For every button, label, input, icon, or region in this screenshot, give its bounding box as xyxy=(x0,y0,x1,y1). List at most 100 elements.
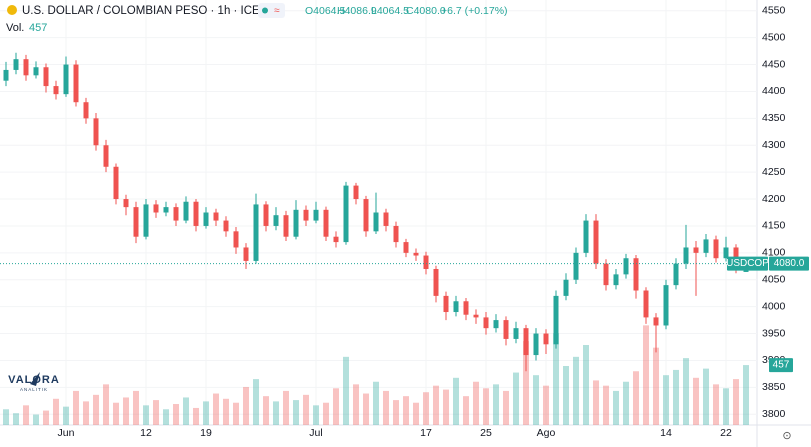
candle-body xyxy=(253,204,259,261)
candle-body xyxy=(153,204,159,213)
volume-bar xyxy=(223,398,229,425)
volume-bar xyxy=(303,394,309,425)
logo-text: VALORA xyxy=(8,374,60,386)
volume-value: 457 xyxy=(29,22,47,34)
volume-bar xyxy=(483,388,489,425)
ohlc-value: O4064.5 xyxy=(305,5,345,17)
volume-bar xyxy=(473,381,479,425)
candle-body xyxy=(273,215,279,226)
y-tick-label: 3950 xyxy=(762,327,786,339)
x-tick-label: 17 xyxy=(420,427,432,439)
volume-bar xyxy=(143,405,149,425)
candle-body xyxy=(293,209,299,237)
volume-bar xyxy=(63,406,69,425)
candle-body xyxy=(113,166,119,200)
volume-bar xyxy=(513,372,519,425)
x-tick-label: 19 xyxy=(200,427,212,439)
x-tick-label: 25 xyxy=(480,427,492,439)
volume-bar xyxy=(393,400,399,425)
candle-body xyxy=(573,252,579,280)
candle-body xyxy=(523,328,529,356)
candle-body xyxy=(383,212,389,226)
logo: VALORA ANALITIK xyxy=(8,372,60,392)
symbol-icon xyxy=(7,5,17,15)
plot-area xyxy=(0,0,757,425)
ohlc-value: +6.7 (+0.17%) xyxy=(441,5,508,17)
candle-body xyxy=(23,59,29,76)
volume-bar xyxy=(413,402,419,425)
volume-bar xyxy=(673,369,679,425)
candle-body xyxy=(173,207,179,221)
volume-bar xyxy=(43,410,49,425)
volume-bar xyxy=(203,401,209,425)
last-price-label: 4080.0 xyxy=(774,258,805,269)
ohlc-value: L4064.5 xyxy=(371,5,409,17)
candle-body xyxy=(143,204,149,237)
settings-icon[interactable]: ⊙ xyxy=(782,430,791,442)
y-tick-label: 3850 xyxy=(762,381,786,393)
volume-bar xyxy=(563,366,569,425)
volume-bar xyxy=(353,384,359,425)
candle-body xyxy=(363,199,369,232)
volume-bar xyxy=(433,385,439,425)
candle-body xyxy=(103,145,109,167)
candle-body xyxy=(343,185,349,243)
candle-body xyxy=(303,209,309,221)
candle-body xyxy=(413,252,419,256)
volume-bar xyxy=(693,377,699,425)
candle-body xyxy=(433,268,439,296)
candle-body xyxy=(473,314,479,318)
candle-body xyxy=(463,301,469,315)
volume-bar xyxy=(83,401,89,425)
candle-body xyxy=(223,220,229,232)
x-tick-label: Jun xyxy=(58,427,75,439)
x-tick-label: 12 xyxy=(140,427,152,439)
volume-bar xyxy=(243,386,249,425)
candle-body xyxy=(333,236,339,243)
candle-body xyxy=(673,263,679,286)
status-badge[interactable] xyxy=(258,3,285,18)
volume-bar xyxy=(313,405,319,425)
candle-body xyxy=(423,255,429,269)
volume-bar xyxy=(583,345,589,425)
candle-body xyxy=(233,231,239,248)
candle-body xyxy=(593,220,599,264)
x-tick-label: Jul xyxy=(309,427,322,439)
price-tag xyxy=(769,256,809,271)
y-tick-label: 4500 xyxy=(762,31,786,43)
volume-bar xyxy=(323,402,329,425)
volume-bar xyxy=(163,409,169,425)
candle-body xyxy=(213,212,219,221)
volume-bar xyxy=(553,333,559,425)
candle-body xyxy=(453,301,459,313)
volume-bar xyxy=(593,380,599,425)
candle-body xyxy=(583,220,589,253)
candle-body xyxy=(533,333,539,356)
volume-bar xyxy=(703,368,709,425)
volume-bar xyxy=(713,384,719,425)
candle-body xyxy=(203,212,209,226)
volume-bar xyxy=(653,347,659,425)
candle-body xyxy=(63,64,69,95)
y-tick-label: 4350 xyxy=(762,112,786,124)
volume-bar xyxy=(173,404,179,425)
candle-body xyxy=(13,59,19,70)
status-dot xyxy=(262,7,268,14)
symbol-label: USDCOP xyxy=(726,258,769,269)
candle-body xyxy=(33,67,39,76)
candle-body xyxy=(633,258,639,291)
y-tick-label: 4100 xyxy=(762,247,786,259)
candle-body xyxy=(443,295,449,313)
logo-subtext: ANALITIK xyxy=(20,387,48,392)
candle-body xyxy=(3,69,9,81)
ohlc-value: H4086.9 xyxy=(337,5,377,17)
volume-bar xyxy=(613,390,619,425)
candle-body xyxy=(283,215,289,237)
candle-body xyxy=(183,201,189,221)
volume-bar xyxy=(293,400,299,425)
candle-body xyxy=(563,279,569,296)
candle-body xyxy=(263,204,269,226)
